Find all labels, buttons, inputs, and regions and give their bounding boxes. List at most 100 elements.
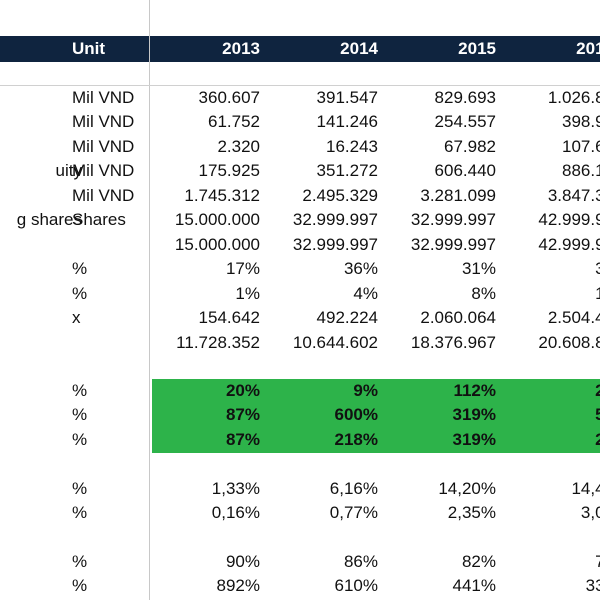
cell-value[interactable]: 22 bbox=[595, 430, 600, 449]
cell-value[interactable]: 82% bbox=[461, 552, 496, 571]
cell-value[interactable]: 90% bbox=[225, 552, 260, 571]
cell-value[interactable]: 6,16% bbox=[329, 479, 378, 498]
cell-value[interactable]: 58 bbox=[595, 405, 600, 424]
cell-value[interactable]: 441% bbox=[452, 576, 496, 595]
cell-value[interactable]: 18.376.967 bbox=[410, 333, 496, 352]
row-unit[interactable]: % bbox=[72, 381, 88, 400]
cell-value[interactable]: 32.999.997 bbox=[410, 235, 496, 254]
cell-value[interactable]: 42.999.99 bbox=[538, 210, 600, 229]
row-unit[interactable]: x bbox=[72, 308, 81, 327]
cell-value[interactable]: 31% bbox=[461, 259, 496, 278]
cell-value[interactable]: 1% bbox=[235, 284, 260, 303]
cell-value[interactable]: 36% bbox=[343, 259, 378, 278]
cell-value[interactable]: 9% bbox=[353, 381, 378, 400]
cell-value[interactable]: 15.000.000 bbox=[174, 210, 260, 229]
row-unit[interactable]: % bbox=[72, 503, 88, 522]
cell-value[interactable]: 20% bbox=[225, 381, 260, 400]
cell-value[interactable]: 14,43 bbox=[571, 479, 600, 498]
row-unit[interactable]: Mil VND bbox=[72, 88, 135, 107]
row-unit[interactable]: Shares bbox=[72, 210, 126, 229]
cell-value[interactable]: 492.224 bbox=[316, 308, 378, 327]
cell-value[interactable]: 2.320 bbox=[217, 137, 260, 156]
cell-value[interactable]: 61.752 bbox=[208, 112, 260, 131]
cell-value[interactable]: 112% bbox=[453, 381, 496, 400]
cell-value[interactable]: 154.642 bbox=[198, 308, 260, 327]
row-unit[interactable]: % bbox=[72, 430, 88, 449]
cell-value[interactable]: 32.999.997 bbox=[292, 235, 378, 254]
cell-value[interactable]: 319% bbox=[452, 405, 496, 424]
cell-value[interactable]: 391.547 bbox=[316, 88, 378, 107]
cell-value[interactable]: 10 bbox=[595, 284, 600, 303]
cell-value[interactable]: 1.745.312 bbox=[184, 186, 260, 205]
cell-value[interactable]: 892% bbox=[216, 576, 260, 595]
row-unit[interactable]: % bbox=[72, 284, 88, 303]
cell-value[interactable]: 1.026.81 bbox=[547, 88, 600, 107]
row-label[interactable]: g shares bbox=[16, 210, 82, 229]
cell-value[interactable]: 1,33% bbox=[211, 479, 260, 498]
row-unit[interactable]: % bbox=[72, 576, 88, 595]
row-unit[interactable]: % bbox=[72, 479, 88, 498]
cell-value[interactable]: 24 bbox=[595, 381, 600, 400]
cell-value[interactable]: 600% bbox=[334, 405, 378, 424]
cell-value[interactable]: 8% bbox=[471, 284, 496, 303]
cell-value[interactable]: 2.504.46 bbox=[547, 308, 600, 327]
cell-value[interactable]: 0,77% bbox=[329, 503, 378, 522]
cell-value[interactable]: 77 bbox=[595, 552, 600, 571]
row-unit[interactable]: % bbox=[72, 552, 88, 571]
row-unit[interactable]: Mil VND bbox=[72, 137, 135, 156]
cell-value[interactable]: 2,35% bbox=[447, 503, 496, 522]
cell-value[interactable]: 39 bbox=[595, 259, 600, 278]
cell-value[interactable]: 2.060.064 bbox=[420, 308, 496, 327]
cell-value[interactable]: 20.608.88 bbox=[538, 333, 600, 352]
cell-value[interactable]: 42.999.99 bbox=[538, 235, 600, 254]
cell-value[interactable]: 17% bbox=[225, 259, 260, 278]
row-unit[interactable]: Mil VND bbox=[72, 161, 135, 180]
cell-value[interactable]: 829.693 bbox=[434, 88, 496, 107]
cell-value[interactable]: 218% bbox=[334, 430, 378, 449]
cell-value[interactable]: 0,16% bbox=[211, 503, 260, 522]
table-row: x 154.642 492.224 2.060.064 2.504.46 bbox=[0, 306, 600, 330]
cell-value[interactable]: 141.246 bbox=[316, 112, 378, 131]
cell-value[interactable]: 606.440 bbox=[434, 161, 496, 180]
cell-value[interactable]: 4% bbox=[353, 284, 378, 303]
cell-value[interactable]: 3.281.099 bbox=[420, 186, 496, 205]
cell-value[interactable]: 10.644.602 bbox=[292, 333, 378, 352]
cell-value[interactable]: 254.557 bbox=[434, 112, 496, 131]
cell-value[interactable]: 67.982 bbox=[444, 137, 496, 156]
cell-value[interactable]: 2.495.329 bbox=[302, 186, 378, 205]
cell-value[interactable]: 886.18 bbox=[562, 161, 600, 180]
cell-value[interactable]: 86% bbox=[343, 552, 378, 571]
cell-value[interactable]: 319% bbox=[452, 430, 496, 449]
cell-value[interactable]: 398.98 bbox=[562, 112, 600, 131]
cell-value[interactable]: 87% bbox=[225, 405, 260, 424]
cell-value[interactable]: 11.728.352 bbox=[176, 333, 260, 352]
cell-value[interactable]: 16.243 bbox=[326, 137, 378, 156]
table-row: g shares Shares 15.000.000 32.999.997 32.999… bbox=[0, 208, 600, 232]
row-unit[interactable]: % bbox=[72, 405, 88, 424]
year-header-2015[interactable]: 2015 bbox=[458, 39, 496, 58]
cell-value[interactable]: 334 bbox=[585, 576, 600, 595]
cell-value[interactable]: 351.272 bbox=[316, 161, 378, 180]
cell-value[interactable]: 3,02 bbox=[580, 503, 600, 522]
cell-value[interactable]: 175.925 bbox=[198, 161, 260, 180]
table-row: % 0,16% 0,77% 2,35% 3,02 bbox=[0, 501, 600, 525]
row-label[interactable]: uity bbox=[55, 161, 82, 180]
year-header-2014[interactable]: 2014 bbox=[340, 39, 378, 58]
year-header-2013[interactable]: 2013 bbox=[222, 39, 260, 58]
cell-value[interactable]: 3.847.31 bbox=[547, 186, 600, 205]
cell-value[interactable]: 87% bbox=[225, 430, 260, 449]
cell-value[interactable]: 32.999.997 bbox=[410, 210, 496, 229]
row-divider bbox=[0, 85, 600, 86]
cell-value[interactable]: 107.69 bbox=[562, 137, 600, 156]
cell-value[interactable]: 32.999.997 bbox=[292, 210, 378, 229]
cell-value[interactable]: 15.000.000 bbox=[174, 235, 260, 254]
table-row: % 892% 610% 441% 334 bbox=[0, 574, 600, 598]
cell-value[interactable]: 610% bbox=[334, 576, 378, 595]
row-unit[interactable]: % bbox=[72, 259, 88, 278]
cell-value[interactable]: 360.607 bbox=[198, 88, 260, 107]
row-unit[interactable]: Mil VND bbox=[72, 186, 135, 205]
cell-value[interactable]: 14,20% bbox=[438, 479, 496, 498]
unit-header[interactable]: Unit bbox=[72, 39, 106, 58]
row-unit[interactable]: Mil VND bbox=[72, 112, 135, 131]
